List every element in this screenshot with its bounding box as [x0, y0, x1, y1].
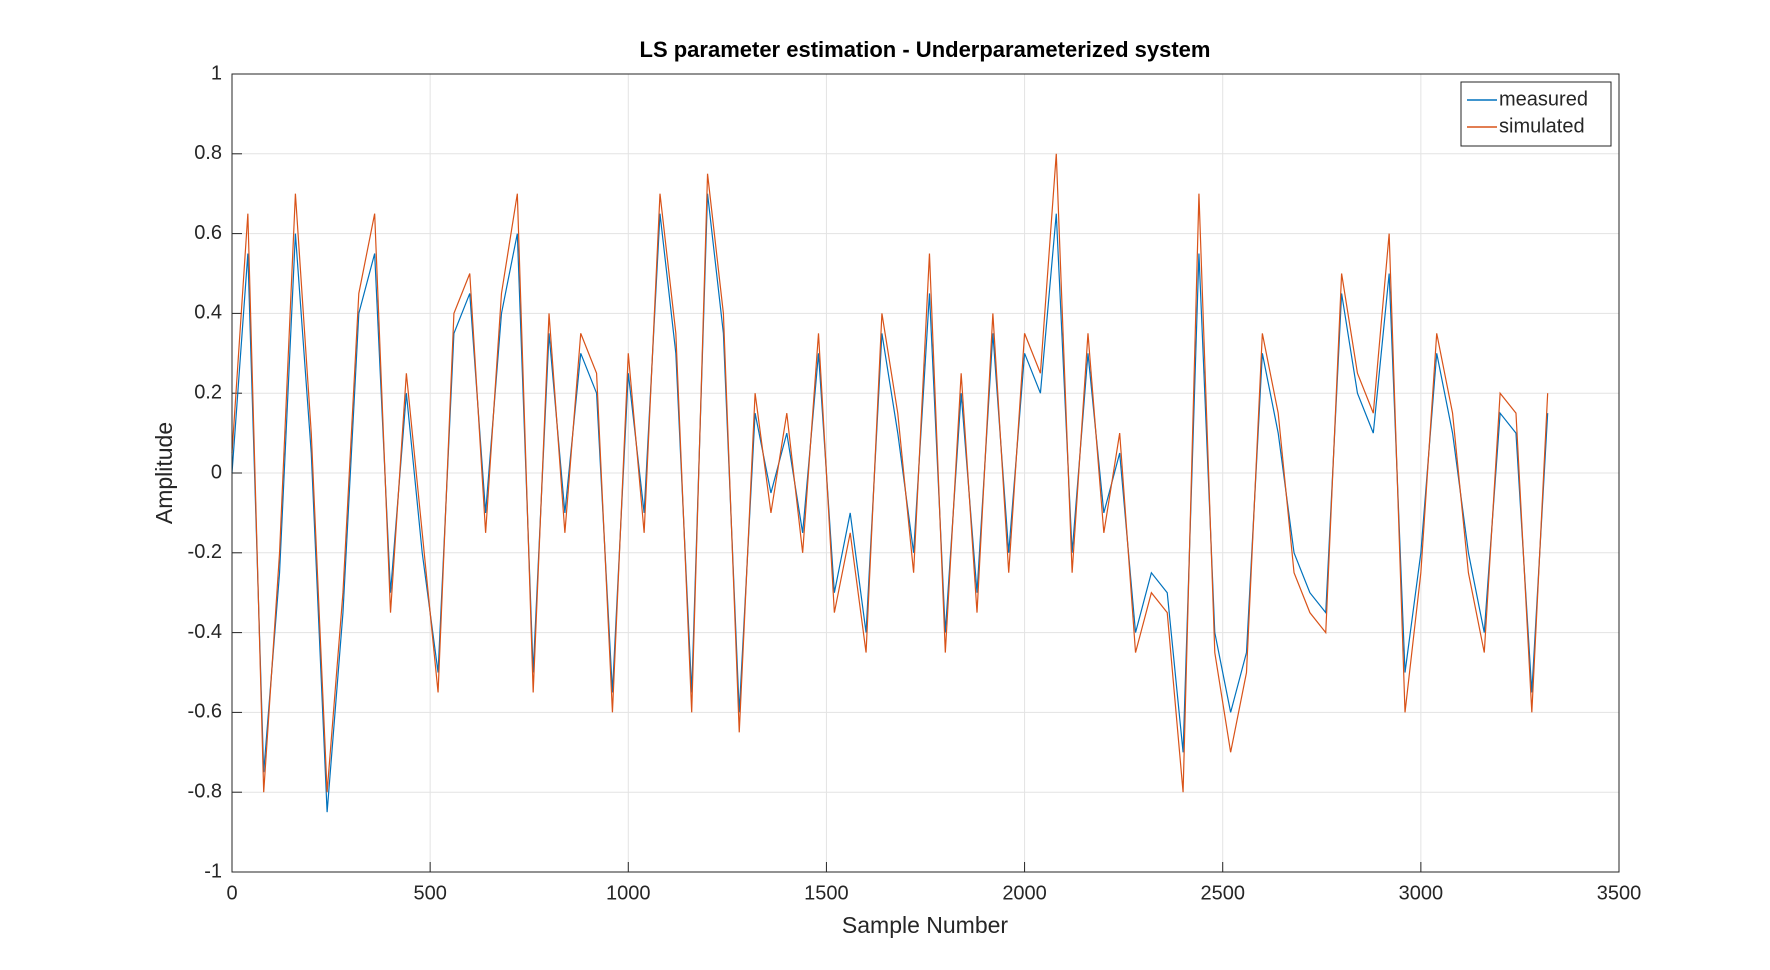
x-tick-label: 2500 — [1200, 882, 1245, 904]
chart-title: LS parameter estimation - Underparameter… — [640, 37, 1211, 62]
y-tick-label: -0.6 — [188, 701, 222, 723]
axes-box — [231, 73, 1620, 873]
y-tick-label: -0.4 — [188, 621, 222, 643]
y-tick-label: 0.6 — [194, 222, 222, 244]
line-series — [231, 153, 1549, 793]
y-tick-label: 1 — [211, 62, 222, 84]
x-tick-label: 1000 — [606, 882, 651, 904]
y-tick-label: 0.8 — [194, 142, 222, 164]
x-tick-label: 3000 — [1399, 882, 1444, 904]
x-tick-label: 500 — [413, 882, 446, 904]
legend-box — [1460, 81, 1612, 147]
y-tick-label: 0.4 — [194, 302, 222, 324]
y-axis-label: Amplitude — [151, 422, 177, 524]
y-tick-label: 0 — [211, 461, 222, 483]
legend-label: measured — [1499, 88, 1588, 110]
x-tick-label: 1500 — [804, 882, 849, 904]
legend-label: simulated — [1499, 115, 1585, 137]
y-tick-label: -0.8 — [188, 780, 222, 802]
x-axis-label: Sample Number — [842, 912, 1009, 938]
x-tick-label: 2000 — [1002, 882, 1047, 904]
y-tick-label: -0.2 — [188, 541, 222, 563]
x-tick-label: 0 — [226, 882, 237, 904]
y-tick-label: 0.2 — [194, 381, 222, 403]
y-tick-label: -1 — [204, 860, 222, 882]
x-tick-label: 3500 — [1597, 882, 1642, 904]
